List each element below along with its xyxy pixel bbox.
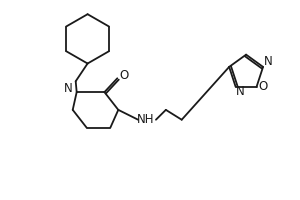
Text: NH: NH	[137, 113, 155, 126]
Text: N: N	[236, 85, 245, 98]
Text: O: O	[120, 69, 129, 82]
Text: N: N	[64, 82, 73, 95]
Text: O: O	[258, 80, 267, 93]
Text: N: N	[264, 55, 272, 68]
